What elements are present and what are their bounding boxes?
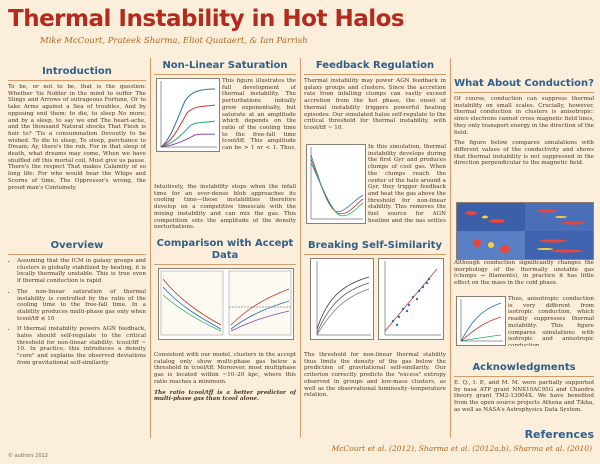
- conduction-comparison-graphic: [460, 299, 503, 342]
- overview-item: If thermal instability powers AGN feedba…: [17, 326, 146, 366]
- introduction-heading: Introduction: [42, 66, 112, 77]
- conduction-text-top: Of course, conduction can suppress therm…: [454, 96, 594, 200]
- comparison-p2: The ratio tcool/tff is a better predicto…: [154, 389, 296, 403]
- heading-rule: [454, 92, 594, 93]
- nonlinear-p1: This figure illustrates the full develop…: [222, 78, 296, 150]
- feedback-text-top: Thermal instability may power AGN feedba…: [304, 78, 446, 140]
- nonlinear-text-right: This figure illustrates the full develop…: [222, 78, 296, 150]
- feedback-simulation-plot: [306, 144, 366, 224]
- accept-comparison-plot: [158, 268, 294, 340]
- luminosity-temperature-graphic: [384, 261, 441, 336]
- introduction-body: To be, or not to be, that is the questio…: [8, 84, 146, 191]
- overview-item: Assuming that the ICM in galaxy groups a…: [17, 258, 146, 285]
- accept-comparison-graphic: [160, 270, 292, 336]
- conduction-heading: What About Conduction?: [454, 78, 594, 89]
- feedback-p2: In this simulation, thermal instability …: [368, 144, 446, 222]
- overview-item: The non-linear saturation of thermal ins…: [17, 289, 146, 323]
- overview-list: Assuming that the ICM in galaxy groups a…: [8, 258, 146, 367]
- heading-rule: [304, 74, 446, 75]
- conduction-text-side: Thus, anisotropic conduction is very dif…: [508, 296, 594, 346]
- luminosity-temperature-plot: [378, 258, 444, 340]
- overview-heading: Overview: [50, 240, 104, 251]
- acknowledgments-body: E. Q., I. P., and M. M. were partially s…: [454, 380, 594, 413]
- heading-rule: [454, 376, 594, 377]
- conduction-text-mid: Although conduction significantly change…: [454, 260, 594, 290]
- conduction-p3: Although conduction significantly change…: [454, 260, 594, 287]
- saturation-plot: [156, 78, 220, 152]
- feedback-text-side: In this simulation, thermal instability …: [368, 144, 446, 222]
- conduction-comparison-plot: [456, 296, 506, 346]
- entropy-plot: [310, 258, 374, 340]
- heading-rule: [154, 264, 296, 265]
- acknowledgments-heading: Acknowledgments: [472, 362, 576, 373]
- heading-rule: [8, 254, 146, 255]
- conduction-morphology-figure: [456, 202, 594, 260]
- nonlinear-p2: Intuitively, the instability stops when …: [154, 184, 296, 228]
- author-list: Mike McCourt, Prateek Sharma, Eliot Quat…: [40, 36, 308, 46]
- column-divider: [150, 58, 151, 438]
- feedback-p1: Thermal instability may power AGN feedba…: [304, 78, 446, 131]
- feedback-heading: Feedback Regulation: [315, 60, 435, 71]
- nonlinear-text-lower: Intuitively, the instability stops when …: [154, 184, 296, 228]
- conduction-p4: Thus, anisotropic conduction is very dif…: [508, 296, 594, 346]
- poster-title: Thermal Instability in Hot Halos: [8, 6, 405, 32]
- feedback-simulation-graphic: [310, 147, 364, 220]
- copyright-notice: © authors 2012: [8, 453, 48, 459]
- selfsim-p1: The threshold for non-linear thermal sta…: [304, 352, 446, 399]
- entropy-plot-graphic: [316, 261, 371, 336]
- nonlinear-heading: Non-Linear Saturation: [162, 60, 288, 71]
- comparison-heading: Comparison with Accept Data: [156, 238, 294, 261]
- saturation-plot-graphic: [160, 81, 217, 148]
- conduction-p2: The figure below compares simulations wi…: [454, 140, 594, 167]
- selfsim-text: The threshold for non-linear thermal sta…: [304, 352, 446, 436]
- references-list: McCourt et al. (2012), Sharma et al. (20…: [331, 444, 592, 453]
- column-divider: [450, 58, 451, 438]
- selfsim-heading: Breaking Self-Similarity: [308, 240, 442, 251]
- references-heading: References: [524, 428, 594, 441]
- comparison-text: Consistent with our model, clusters in t…: [154, 352, 296, 436]
- conduction-morphology-graphic: [457, 203, 593, 259]
- overview-text: Assuming that the ICM in galaxy groups a…: [8, 258, 146, 434]
- column-divider: [300, 58, 301, 438]
- heading-rule: [304, 254, 446, 255]
- heading-rule: [154, 74, 296, 75]
- introduction-text: To be, or not to be, that is the questio…: [8, 84, 146, 232]
- heading-rule: [8, 80, 146, 81]
- comparison-p1: Consistent with our model, clusters in t…: [154, 352, 296, 385]
- acknowledgments-text: E. Q., I. P., and M. M. were partially s…: [454, 380, 594, 426]
- conduction-p1: Of course, conduction can suppress therm…: [454, 96, 594, 136]
